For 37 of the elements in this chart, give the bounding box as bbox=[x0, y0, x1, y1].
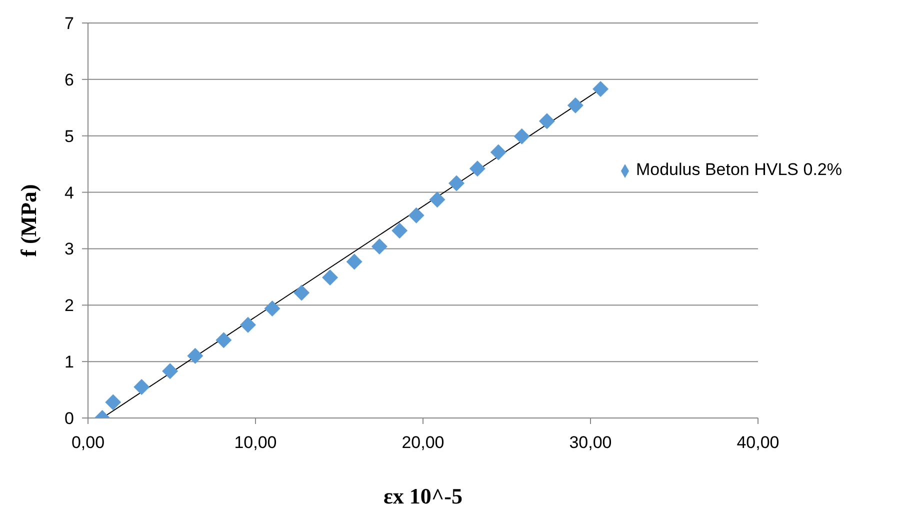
x-tick-label: 40,00 bbox=[736, 433, 780, 452]
point bbox=[469, 160, 486, 177]
y-tick-label: 6 bbox=[64, 70, 74, 90]
y-tick-label: 7 bbox=[64, 14, 74, 34]
legend-label: Modulus Beton HVLS 0.2% bbox=[636, 160, 842, 179]
x-tick-label: 10,00 bbox=[234, 433, 277, 452]
point bbox=[592, 81, 609, 98]
point bbox=[490, 144, 506, 160]
point bbox=[322, 269, 338, 286]
point bbox=[371, 238, 388, 254]
point bbox=[392, 222, 408, 239]
point bbox=[105, 394, 122, 410]
point bbox=[134, 378, 150, 395]
y-tick-label: 4 bbox=[64, 183, 74, 202]
x-tick-label: 30,00 bbox=[569, 433, 612, 452]
y-tick-label: 3 bbox=[64, 240, 74, 259]
point bbox=[408, 207, 424, 224]
y-tick-label: 0 bbox=[64, 409, 74, 428]
point bbox=[162, 363, 178, 380]
point bbox=[538, 113, 555, 130]
x-axis-title: εx 10^-5 bbox=[383, 484, 463, 509]
y-axis-title: f (MPa) bbox=[16, 184, 41, 257]
point bbox=[448, 175, 464, 192]
y-tick-label: 5 bbox=[64, 126, 74, 146]
point bbox=[514, 128, 530, 144]
point bbox=[216, 332, 232, 348]
point bbox=[240, 316, 256, 333]
y-tick-label: 2 bbox=[64, 296, 74, 316]
x-tick-label: 20,00 bbox=[402, 433, 444, 452]
point bbox=[346, 254, 362, 270]
point bbox=[294, 284, 310, 301]
point bbox=[567, 97, 584, 114]
x-tick-label: 0,00 bbox=[71, 433, 105, 452]
y-tick-label: 1 bbox=[64, 352, 74, 372]
point bbox=[264, 300, 280, 317]
point bbox=[187, 348, 204, 364]
point bbox=[429, 192, 446, 208]
